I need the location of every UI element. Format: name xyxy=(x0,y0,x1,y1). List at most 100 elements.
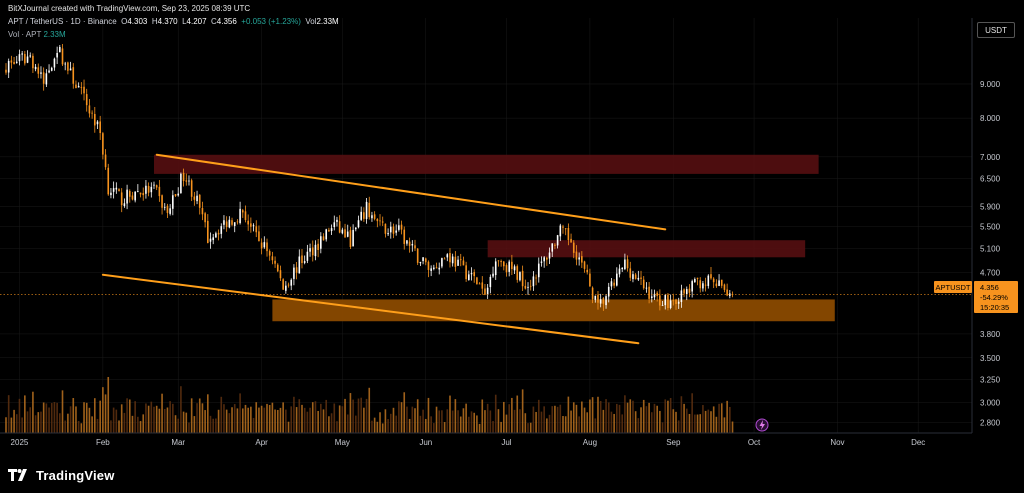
candle-body-105 xyxy=(287,284,290,286)
volume-bar-179 xyxy=(486,403,489,433)
candle-body-157 xyxy=(427,261,430,270)
candle-body-230 xyxy=(624,259,626,270)
candle-body-226 xyxy=(613,282,615,286)
volume-bar-237 xyxy=(642,399,645,433)
volume-bar-117 xyxy=(320,403,322,433)
volume-bar-255 xyxy=(691,393,693,433)
price-axis-tick-7: 4.700 xyxy=(980,268,1001,277)
volume-bar-195 xyxy=(529,422,532,433)
volume-bar-102 xyxy=(279,407,282,433)
candle-body-245 xyxy=(664,295,667,306)
candle-body-83 xyxy=(228,219,231,228)
candle-body-147 xyxy=(400,224,403,230)
volume-bar-13 xyxy=(40,411,42,433)
price-axis-tick-3: 6.500 xyxy=(980,174,1001,183)
volume-bar-73 xyxy=(201,403,204,433)
volume-bar-180 xyxy=(489,410,492,433)
volume-bar-139 xyxy=(379,412,381,433)
candle-body-183 xyxy=(497,260,500,262)
candle-body-194 xyxy=(527,286,529,288)
time-axis-tick-7: Aug xyxy=(583,438,597,447)
volume-bar-26 xyxy=(75,406,77,433)
symbol-line[interactable]: APT / TetherUS · 1D · Binance xyxy=(8,17,117,26)
candle-body-221 xyxy=(599,299,602,304)
volume-bar-23 xyxy=(67,413,69,433)
candle-body-114 xyxy=(311,247,314,256)
currency-button[interactable]: USDT xyxy=(977,22,1015,38)
tradingview-footer[interactable]: TradingView xyxy=(8,464,115,486)
candle-body-260 xyxy=(704,284,707,286)
volume-bar-96 xyxy=(263,407,266,433)
candle-body-31 xyxy=(88,105,91,114)
candle-body-145 xyxy=(395,230,397,233)
volume-bar-124 xyxy=(338,405,341,433)
candle-body-66 xyxy=(182,172,185,181)
zones xyxy=(153,154,835,322)
volume-bar-119 xyxy=(325,399,328,433)
volume-bar-251 xyxy=(680,396,683,433)
price-tag-symbol-box xyxy=(934,281,972,293)
volume-bar-187 xyxy=(508,404,510,433)
candle-body-49 xyxy=(137,191,139,192)
candle-body-196 xyxy=(532,276,535,287)
candle-body-50 xyxy=(139,192,142,195)
volume-bar-5 xyxy=(18,398,21,433)
replay-icon[interactable] xyxy=(755,418,769,432)
volume-bar-43 xyxy=(120,404,123,433)
volume-bar-112 xyxy=(306,411,309,433)
volume-bar-81 xyxy=(223,404,225,433)
candle-body-236 xyxy=(640,277,642,279)
volume-bar-244 xyxy=(661,422,664,433)
volume-bar-161 xyxy=(438,410,441,433)
volume-bar-141 xyxy=(384,409,387,433)
price-axis-tick-0: 9.000 xyxy=(980,80,1001,89)
candle-body-134 xyxy=(365,201,368,219)
volume-bar-193 xyxy=(524,413,527,433)
volume-bar-9 xyxy=(29,407,32,433)
candle-body-90 xyxy=(247,220,249,225)
volume-bar-25 xyxy=(72,398,75,433)
candle-body-250 xyxy=(677,301,680,304)
volume-bar-110 xyxy=(301,404,303,433)
candle-body-190 xyxy=(516,266,519,280)
candle-body-39 xyxy=(110,192,112,196)
volume-bar-204 xyxy=(554,405,556,433)
candle-body-267 xyxy=(723,284,726,290)
volume-bar-63 xyxy=(174,415,177,433)
volume-bar-203 xyxy=(551,406,554,433)
price-axis[interactable]: 9.000 8.000 7.000 6.500 5.900 5.500 5.100 4.700… xyxy=(980,80,1001,427)
volume-bar-258 xyxy=(699,414,702,433)
candle-body-138 xyxy=(376,219,379,222)
volume-bar-35 xyxy=(99,400,101,433)
price-tag-change: -54.29% xyxy=(980,293,1008,302)
candle-body-51 xyxy=(142,193,145,196)
candle-body-154 xyxy=(419,261,422,264)
candle-body-224 xyxy=(607,286,610,297)
candle-body-13 xyxy=(40,72,42,74)
candle-body-57 xyxy=(158,186,161,197)
candle-body-217 xyxy=(589,273,591,287)
volume-bar-189 xyxy=(513,409,516,433)
volume-bar-199 xyxy=(540,411,543,433)
candle-body-53 xyxy=(147,186,150,193)
volume-bar-125 xyxy=(341,406,344,433)
volume-bar-65 xyxy=(180,386,182,433)
volume-legend[interactable]: Vol · APT 2.33M xyxy=(8,30,66,39)
volume-bar-220 xyxy=(597,396,599,433)
candle-body-263 xyxy=(712,278,715,283)
candle-body-146 xyxy=(398,225,400,230)
candle-body-185 xyxy=(502,261,505,267)
candle-body-115 xyxy=(314,244,317,257)
candle-body-214 xyxy=(581,256,583,263)
volume-bar-128 xyxy=(349,393,352,433)
volume-bar-265 xyxy=(718,403,720,433)
candle-body-132 xyxy=(360,211,362,220)
candle-body-47 xyxy=(131,195,134,200)
candle-body-104 xyxy=(285,285,287,291)
volume-bars xyxy=(5,376,734,433)
volume-bar-232 xyxy=(629,399,632,433)
candle-body-257 xyxy=(696,277,699,279)
time-axis[interactable]: 2025 Feb Mar Apr May Jun Jul Aug Sep Oct Nov Dec xyxy=(11,438,926,447)
volume-bar-121 xyxy=(330,413,333,433)
